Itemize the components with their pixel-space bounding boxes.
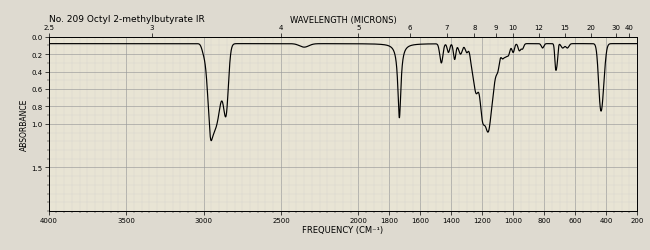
X-axis label: FREQUENCY (CM⁻¹): FREQUENCY (CM⁻¹) — [302, 226, 383, 234]
X-axis label: WAVELENGTH (MICRONS): WAVELENGTH (MICRONS) — [289, 16, 396, 25]
Y-axis label: ABSORBANCE: ABSORBANCE — [20, 98, 29, 150]
Text: No. 209 Octyl 2-methylbutyrate IR: No. 209 Octyl 2-methylbutyrate IR — [49, 15, 205, 24]
